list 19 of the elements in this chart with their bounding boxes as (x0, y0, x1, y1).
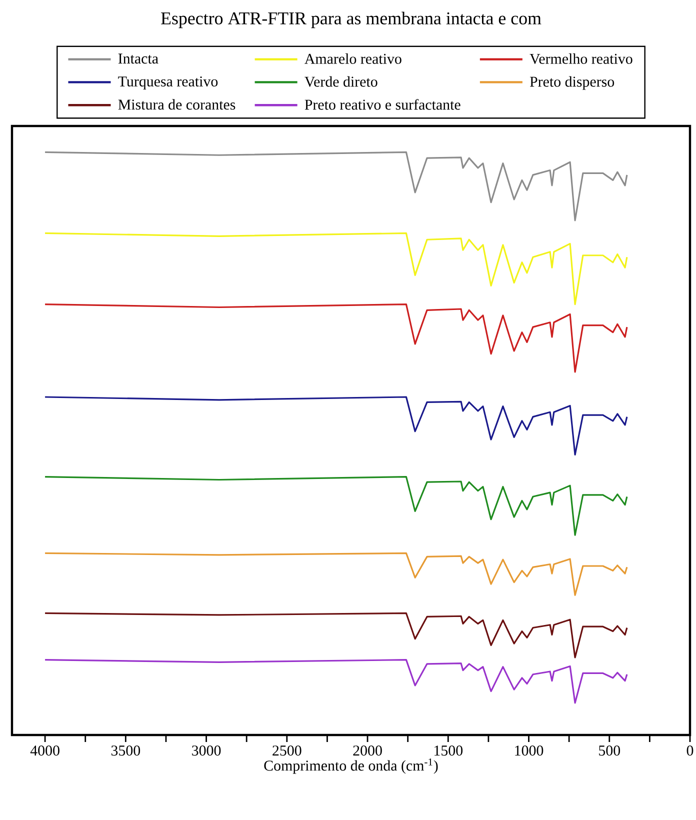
x-tick-label: 3500 (111, 746, 140, 756)
legend-label: Vermelho reativo (530, 53, 632, 64)
x-tick-label: 2000 (353, 746, 382, 756)
x-tick-label: 0 (686, 746, 694, 756)
legend-label: Amarelo reativo (304, 53, 402, 64)
x-tick-label: 1000 (515, 746, 544, 756)
legend-label: Mistura de corantes (118, 99, 236, 110)
x-tick-label: 500 (599, 746, 620, 756)
x-tick-label: 4000 (30, 746, 60, 756)
legend-label: Preto disperso (530, 76, 614, 90)
x-tick-label: 3000 (192, 746, 221, 756)
legend-label: Turquesa reativo (118, 76, 218, 90)
legend-label: Intacta (118, 54, 158, 64)
chart-title: Espectro ATR-FTIR para as membrana intacta e com (161, 12, 542, 28)
x-tick-label: 1500 (434, 746, 463, 756)
legend-label: Preto reativo e surfactante (304, 99, 460, 110)
x-axis-title: Comprimento de onda (cm$^{-1}$) (264, 758, 438, 774)
legend-label: Verde direto (304, 76, 378, 87)
x-tick-label: 2500 (272, 746, 302, 756)
